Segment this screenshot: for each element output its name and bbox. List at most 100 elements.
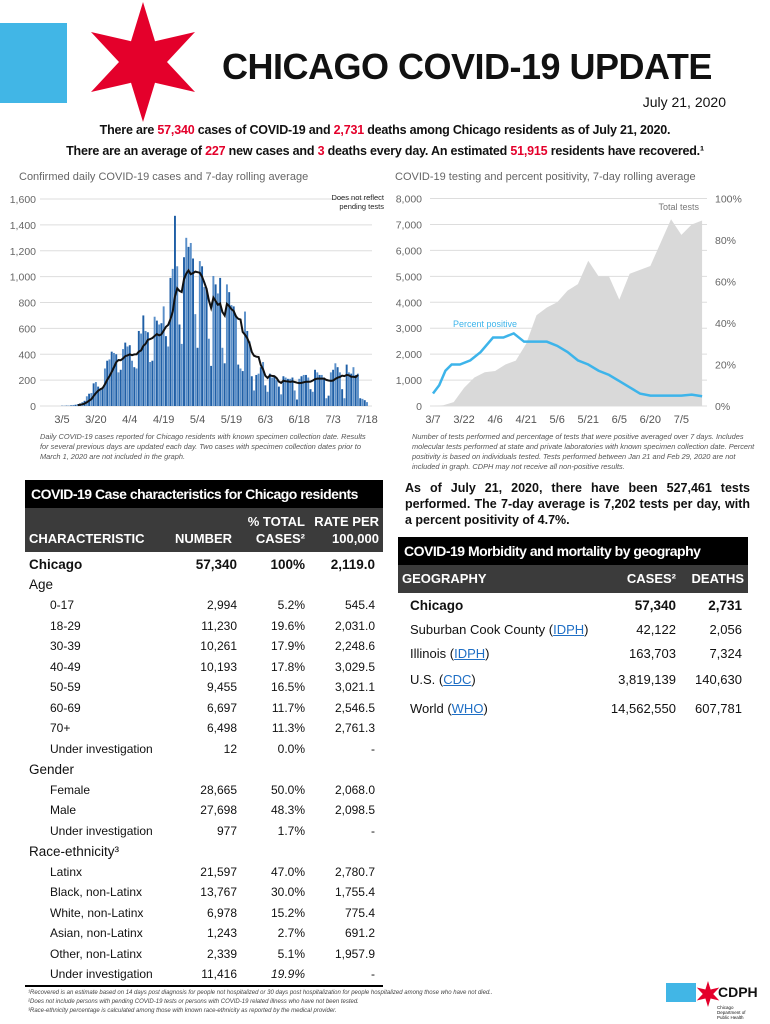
case-bar: [210, 365, 213, 406]
x-tick-label: 5/6: [550, 414, 565, 426]
case-bar: [296, 399, 298, 406]
x-tick-label: 7/3: [325, 414, 340, 426]
case-bar: [174, 215, 176, 406]
cell-pct: 16.5%: [270, 680, 305, 694]
case-bar: [273, 376, 276, 406]
page-title: CHICAGO COVID-19 UPDATE: [222, 46, 712, 87]
cell-rate: 2,098.5: [334, 803, 375, 817]
testing-chart-note: Number of tests performed and percentage…: [412, 432, 755, 471]
case-bar: [97, 386, 100, 406]
col-rate-2: 100,000: [332, 531, 379, 546]
case-bar: [149, 362, 152, 406]
y-tick-label: 400: [18, 349, 36, 361]
case-bar: [108, 359, 111, 406]
x-tick-label: 6/5: [612, 414, 627, 426]
case-bar: [280, 394, 283, 406]
x-tick-label: 4/4: [122, 414, 137, 426]
cdph-logo-text: CDPH: [718, 984, 758, 1000]
cell-number: 28,665: [200, 782, 237, 797]
case-bar: [237, 364, 240, 406]
row-label: Under investigation: [50, 823, 153, 838]
case-bar: [223, 363, 226, 406]
table-row: Asian, non-Latinx 1,243 2.7% 691.2: [25, 923, 383, 943]
table-row: 50-59 9,455 16.5% 3,021.1: [25, 677, 383, 697]
row-label: 40-49: [50, 659, 81, 674]
y-tick-label: 800: [18, 298, 36, 310]
group-label: Age: [29, 577, 54, 592]
table-row: 40-49 10,193 17.8% 3,029.5: [25, 657, 383, 677]
case-bar: [228, 292, 231, 406]
case-bar: [164, 336, 167, 406]
case-bar: [113, 352, 115, 406]
case-bar: [300, 376, 303, 406]
case-bar: [110, 351, 113, 406]
case-bar: [262, 362, 265, 406]
cell-pct: 50.0%: [270, 782, 305, 797]
row-label: 0-17: [50, 598, 75, 612]
case-bar: [329, 372, 332, 406]
cell-pct: 17.8%: [270, 659, 305, 674]
col-number: NUMBER: [175, 531, 233, 546]
case-bar: [176, 266, 179, 406]
x-tick-label: 4/6: [487, 414, 502, 426]
row-label: Male: [50, 803, 77, 817]
cell-cases: 57,340: [634, 597, 676, 613]
divider: [25, 985, 383, 987]
logo-blue-square: [0, 23, 67, 103]
case-bar: [171, 268, 174, 406]
cell-deaths: 2,731: [708, 597, 742, 613]
cases-chart-note: Daily COVID-19 cases reported for Chicag…: [40, 432, 366, 461]
case-bar: [305, 374, 307, 406]
y2-tick-label: 20%: [715, 360, 736, 372]
row-label: White, non-Latinx: [50, 905, 144, 920]
source-link-who[interactable]: WHO: [451, 700, 484, 716]
y-tick-label: 1,000: [396, 375, 422, 387]
case-bar: [117, 372, 120, 406]
case-bar: [361, 398, 364, 406]
case-bar: [189, 242, 192, 406]
y-tick-label: 8,000: [396, 194, 422, 206]
x-tick-label: 6/3: [258, 414, 273, 426]
x-tick-label: 4/21: [515, 414, 536, 426]
x-tick-label: 3/5: [54, 414, 69, 426]
case-bar: [275, 380, 278, 406]
cell-number: 2,994: [206, 598, 237, 612]
cell-pct: 17.9%: [270, 639, 305, 653]
case-bar: [201, 266, 204, 406]
source-link-idph[interactable]: IDPH: [454, 645, 486, 661]
case-bar: [115, 354, 118, 406]
case-bar: [99, 389, 102, 406]
cell-rate: 2,780.7: [334, 864, 375, 879]
case-bar: [207, 338, 210, 406]
case-bar: [291, 377, 294, 406]
cell-pct: 15.2%: [270, 905, 305, 920]
cell-number: 977: [216, 823, 237, 838]
table-row: Chicago 57,340 2,731: [398, 595, 748, 615]
cell-rate: 2,031.0: [334, 618, 375, 633]
source-link-idph[interactable]: IDPH: [553, 621, 585, 637]
text: cases of COVID-19 and: [194, 123, 334, 137]
case-bar: [74, 404, 77, 406]
case-bar: [106, 360, 109, 406]
recovered: 51,915: [510, 144, 548, 158]
case-bar: [259, 367, 262, 406]
cell-pct: 48.3%: [270, 803, 305, 817]
row-label: Female: [50, 782, 91, 797]
cell-number: 6,978: [206, 905, 237, 920]
case-bar: [221, 347, 224, 406]
cell-rate: -: [371, 741, 375, 756]
case-bar: [363, 400, 366, 406]
series-label-percent-positive: Percent positive: [453, 319, 517, 329]
geography-label: U.S. (CDC): [410, 671, 476, 687]
row-label: Asian, non-Latinx: [50, 926, 143, 940]
y-tick-label: 0: [416, 401, 422, 413]
source-link-cdc[interactable]: CDC: [443, 671, 472, 687]
cell-cases: 3,819,139: [618, 671, 676, 687]
case-bar: [250, 376, 253, 406]
case-bar: [338, 372, 341, 406]
table-row: 18-29 11,230 19.6% 2,031.0: [25, 616, 383, 636]
y-tick-label: 5,000: [396, 271, 422, 283]
cell-rate: 2,068.0: [334, 782, 375, 797]
case-bar: [253, 390, 255, 406]
annotation-line: Does not reflect: [331, 193, 384, 202]
